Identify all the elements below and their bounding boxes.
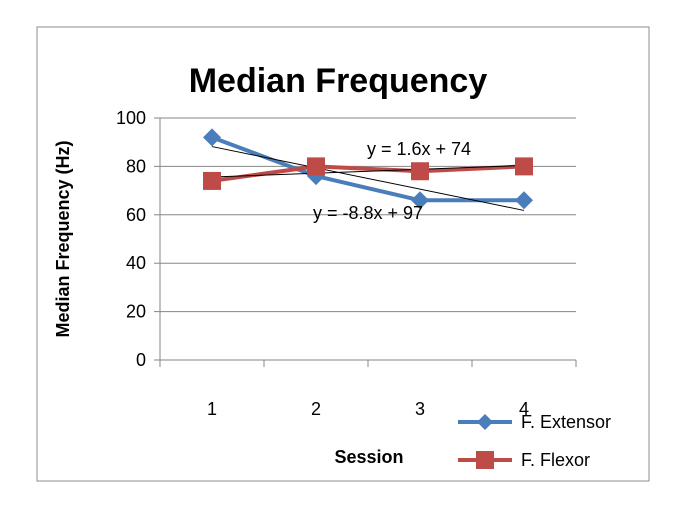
axes: [154, 117, 577, 367]
trendlines: [211, 146, 525, 211]
x-tick-label: 4: [519, 399, 529, 419]
data-point-square: [203, 171, 221, 190]
legend-square-icon: [476, 451, 494, 469]
data-point-diamond: [411, 191, 429, 210]
legend-entry-extensor: F. Extensor: [458, 412, 611, 432]
data-point-square: [307, 157, 325, 176]
trendline-label-extensor: y = -8.8x + 97: [313, 203, 423, 223]
legend: F. Extensor F. Flexor: [458, 412, 611, 470]
trendline-label-flexor: y = 1.6x + 74: [367, 139, 471, 159]
chart-border: [36, 26, 650, 482]
legend-entry-flexor: F. Flexor: [458, 450, 590, 470]
legend-diamond-icon: [477, 414, 493, 430]
x-tick-label: 3: [415, 399, 425, 419]
series-markers: [203, 128, 533, 210]
x-axis-tick-labels: 1 2 3 4: [207, 399, 529, 419]
y-tick-label: 0: [136, 350, 146, 370]
x-axis-label: Session: [334, 447, 403, 467]
data-point-diamond: [515, 191, 533, 210]
data-point-diamond: [203, 128, 221, 147]
y-tick-label: 60: [126, 205, 146, 225]
trendline: [211, 146, 525, 211]
trendline: [211, 164, 525, 178]
y-tick-label: 80: [126, 156, 146, 176]
y-tick-label: 40: [126, 253, 146, 273]
y-axis-tick-labels: 0 20 40 60 80 100: [116, 108, 146, 370]
gridlines: [160, 117, 576, 313]
chart-title: Median Frequency: [189, 62, 488, 100]
y-tick-label: 20: [126, 302, 146, 322]
data-point-square: [411, 162, 429, 181]
x-tick-label: 2: [311, 399, 321, 419]
series-line-flexor: [211, 164, 525, 183]
legend-label-flexor: F. Flexor: [521, 450, 590, 470]
y-tick-label: 100: [116, 108, 146, 128]
y-axis-label: Median Frequency (Hz): [53, 140, 73, 337]
data-point-square: [515, 157, 533, 176]
legend-label-extensor: F. Extensor: [521, 412, 611, 432]
x-tick-label: 1: [207, 399, 217, 419]
